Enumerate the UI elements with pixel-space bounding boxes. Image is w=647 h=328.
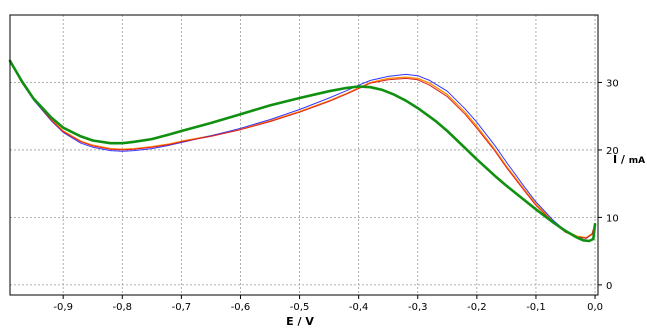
series-layer	[8, 59, 597, 243]
x-tick-label: -0,7	[172, 302, 192, 313]
x-tick-label: -0,1	[526, 302, 546, 313]
y-axis-label: I / mA	[613, 153, 645, 166]
x-axis-label: E / V	[286, 315, 314, 328]
y-tick-labels: 0 10 20 30	[606, 78, 619, 291]
series-line-4	[8, 59, 597, 243]
y-tick-label: 20	[606, 146, 619, 157]
y-tick-label: 0	[606, 281, 612, 292]
y-axis-label-unit: mA	[629, 156, 645, 166]
x-tick-label: -0,6	[231, 302, 251, 313]
x-tick-label: -0,8	[113, 302, 133, 313]
x-tick-label: -0,4	[349, 302, 369, 313]
plot-frame	[9, 14, 599, 296]
x-tick-labels: -0,9 -0,8 -0,7 -0,6 -0,5 -0,4 -0,3 -0,2 -0,1 0,0	[53, 302, 603, 313]
x-tick-label: -0,3	[408, 302, 428, 313]
grid	[10, 15, 602, 299]
x-tick-label: 0,0	[587, 302, 603, 313]
y-tick-label: 10	[606, 213, 619, 224]
axes	[9, 14, 599, 296]
y-axis-label-main: I /	[613, 153, 629, 166]
x-tick-label: -0,5	[290, 302, 310, 313]
y-tick-label: 30	[606, 78, 619, 89]
x-tick-label: -0,9	[53, 302, 73, 313]
series-line-3	[9, 60, 596, 239]
series-line-1	[9, 60, 596, 239]
x-tick-label: -0,2	[467, 302, 487, 313]
